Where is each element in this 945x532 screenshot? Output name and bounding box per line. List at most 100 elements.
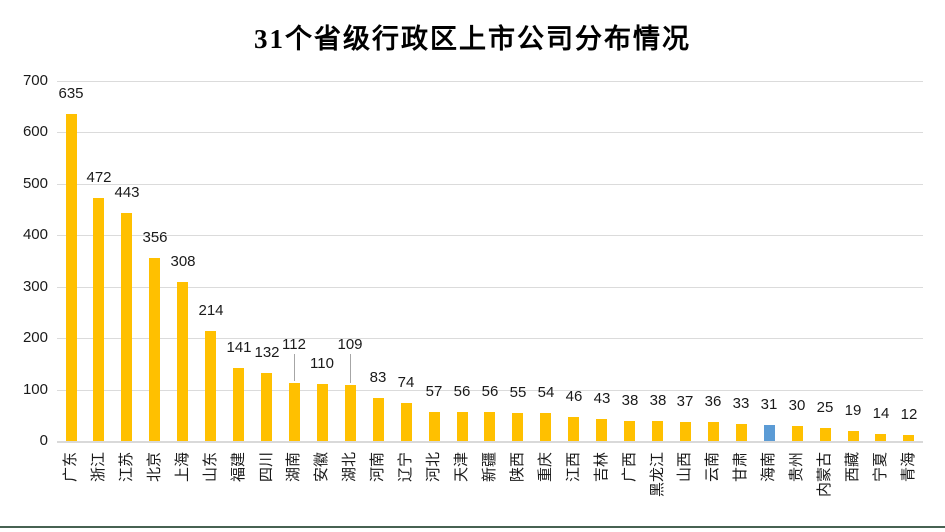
x-axis-category-label: 湖北 [341, 452, 358, 483]
data-label: 38 [621, 392, 639, 409]
bar-甘肃 [736, 424, 747, 441]
gridline [57, 390, 923, 391]
bar-湖南 [289, 383, 300, 441]
bar-辽宁 [401, 403, 412, 441]
bar-浙江 [93, 198, 104, 441]
data-label: 472 [86, 169, 112, 186]
x-axis-category-label: 四川 [258, 452, 275, 483]
chart-title: 31个省级行政区上市公司分布情况 [254, 24, 691, 54]
bottom-rule [0, 526, 945, 528]
x-axis-category-label: 海南 [760, 452, 777, 483]
x-axis-category-label: 新疆 [481, 452, 498, 483]
bar-海南 [764, 425, 775, 441]
x-axis-line [57, 441, 923, 443]
x-axis-category-label: 山东 [202, 452, 219, 483]
bar-青海 [903, 435, 914, 441]
bar-四川 [261, 373, 272, 441]
data-label: 110 [310, 355, 334, 372]
bar-福建 [233, 368, 244, 441]
y-axis-tick-label: 500 [22, 175, 48, 192]
x-axis-category-label: 云南 [704, 452, 721, 483]
y-axis-tick-label: 700 [22, 72, 48, 89]
data-label: 83 [369, 369, 387, 386]
bar-新疆 [484, 412, 495, 441]
x-axis-category-label: 重庆 [537, 452, 554, 483]
x-axis-category-label: 青海 [900, 452, 917, 483]
data-label: 14 [872, 405, 890, 422]
data-label: 109 [337, 336, 363, 353]
data-label: 112 [282, 336, 306, 353]
data-label: 635 [58, 85, 84, 102]
x-axis-category-label: 湖南 [285, 452, 302, 483]
data-label: 31 [760, 396, 778, 413]
bar-北京 [149, 258, 160, 441]
y-axis-tick-label: 600 [22, 123, 48, 140]
data-label: 30 [788, 397, 806, 414]
bar-广东 [66, 114, 77, 441]
x-axis-category-label: 河北 [425, 452, 442, 483]
data-label: 56 [481, 383, 499, 400]
bar-内蒙古 [820, 428, 831, 441]
x-axis-category-label: 福建 [230, 452, 247, 483]
data-label: 12 [900, 406, 918, 423]
bar-重庆 [540, 413, 551, 441]
data-label: 55 [509, 384, 527, 401]
bar-西藏 [848, 431, 859, 441]
x-axis-category-label: 贵州 [788, 452, 805, 483]
bar-湖北 [345, 385, 356, 441]
data-label: 33 [732, 395, 750, 412]
x-axis-category-label: 吉林 [593, 452, 610, 483]
x-axis-category-label: 宁夏 [872, 452, 889, 483]
x-axis-category-label: 天津 [453, 452, 470, 483]
x-axis-category-label: 浙江 [90, 452, 107, 483]
x-axis-category-label: 内蒙古 [816, 452, 833, 498]
gridline [57, 184, 923, 185]
x-axis-category-label: 辽宁 [397, 452, 414, 483]
leader-line [350, 354, 351, 383]
x-axis-category-label: 安徽 [313, 452, 330, 483]
x-axis-category-label: 北京 [146, 452, 163, 483]
y-axis-tick-label: 100 [22, 381, 48, 398]
bar-黑龙江 [652, 421, 663, 441]
y-axis-tick-label: 300 [22, 278, 48, 295]
x-axis-category-label: 广西 [621, 452, 638, 483]
bar-山东 [205, 331, 216, 441]
x-axis-category-label: 河南 [369, 452, 386, 483]
data-label: 46 [565, 388, 583, 405]
bar-江苏 [121, 213, 132, 441]
data-label: 214 [198, 302, 224, 319]
bar-上海 [177, 282, 188, 441]
bar-河北 [429, 412, 440, 441]
bar-贵州 [792, 426, 803, 441]
data-label: 25 [816, 399, 834, 416]
x-axis-category-label: 陕西 [509, 452, 526, 483]
y-axis-tick-label: 0 [39, 432, 48, 449]
bar-广西 [624, 421, 635, 441]
data-label: 36 [704, 393, 722, 410]
data-label: 19 [844, 402, 862, 419]
data-label: 308 [170, 253, 196, 270]
gridline [57, 132, 923, 133]
bar-宁夏 [875, 434, 886, 441]
data-label: 57 [425, 383, 443, 400]
data-label: 56 [453, 383, 471, 400]
bar-陕西 [512, 413, 523, 441]
x-axis-category-label: 黑龙江 [649, 452, 666, 498]
bar-吉林 [596, 419, 607, 441]
bar-天津 [457, 412, 468, 441]
bar-江西 [568, 417, 579, 441]
y-axis-tick-label: 200 [22, 329, 48, 346]
x-axis-category-label: 江西 [565, 452, 582, 483]
data-label: 38 [649, 392, 667, 409]
data-label: 356 [142, 229, 168, 246]
x-axis-category-label: 广东 [62, 452, 79, 483]
gridline [57, 287, 923, 288]
gridline [57, 235, 923, 236]
x-axis-category-label: 江苏 [118, 452, 135, 483]
data-label: 43 [593, 390, 611, 407]
gridline [57, 81, 923, 82]
data-label: 74 [397, 374, 415, 391]
bar-安徽 [317, 384, 328, 441]
bar-河南 [373, 398, 384, 441]
